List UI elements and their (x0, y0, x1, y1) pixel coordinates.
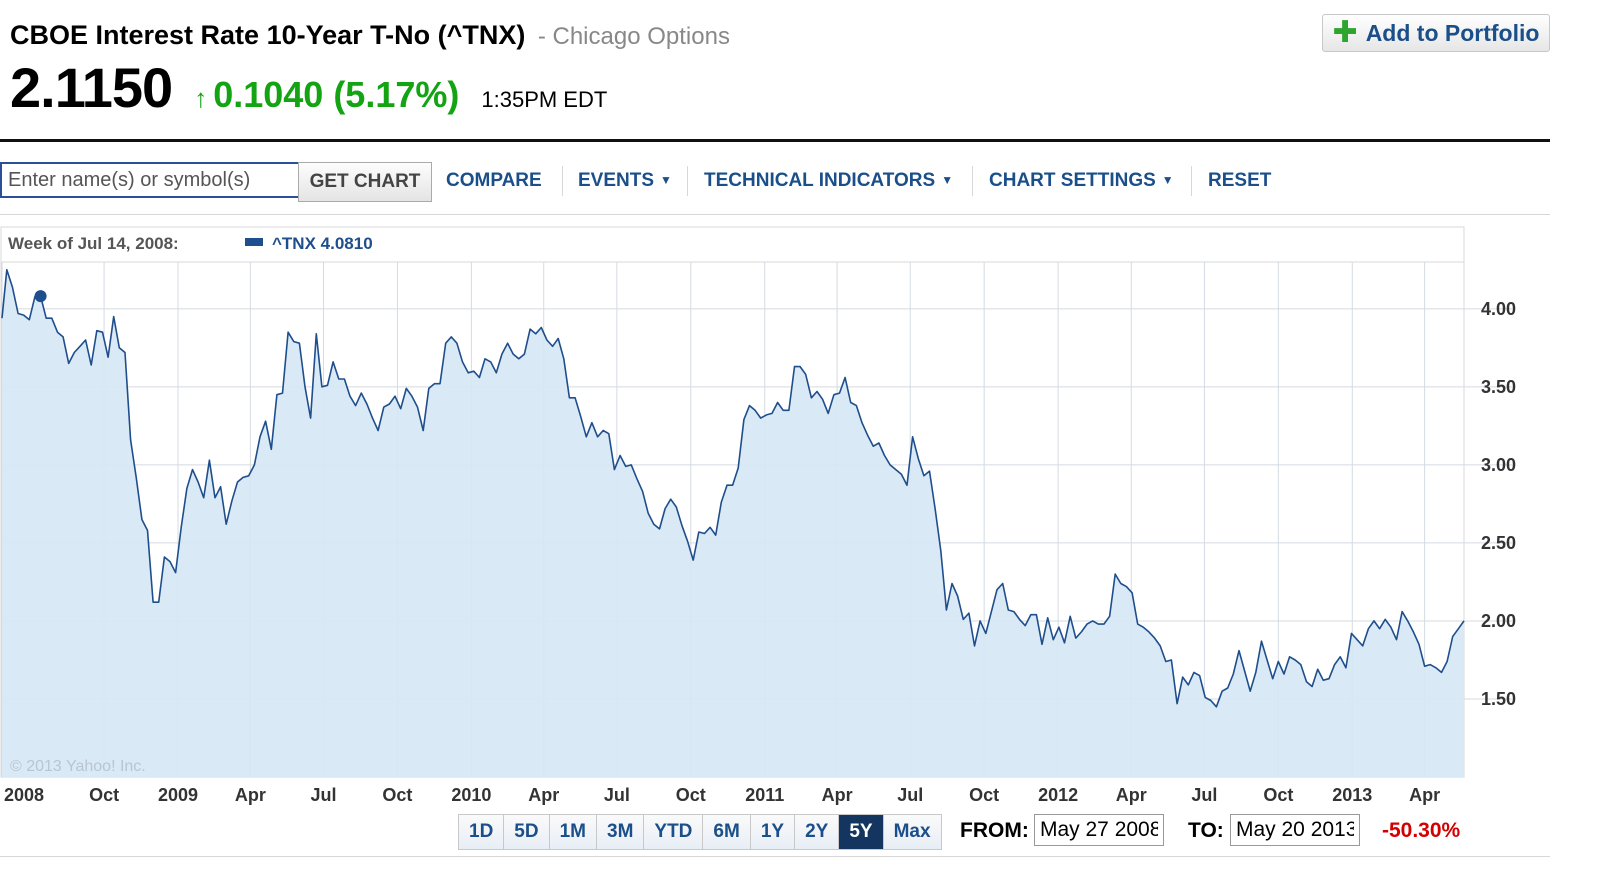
toolbar-divider (0, 214, 1550, 215)
chart-settings-label: CHART SETTINGS (989, 170, 1156, 191)
quote-row: 2.1150 ↑ 0.1040 (5.17%) 1:35PM EDT (10, 55, 607, 120)
range-button-ytd[interactable]: YTD (644, 815, 704, 849)
range-button-5d[interactable]: 5D (504, 815, 550, 849)
to-label: TO: (1188, 819, 1224, 842)
x-tick-label: 2008 (4, 785, 44, 805)
x-tick-label: 2009 (158, 785, 198, 805)
range-button-2y[interactable]: 2Y (795, 815, 840, 849)
legend-series-value: ^TNX 4.0810 (272, 234, 373, 253)
range-button-5y[interactable]: 5Y (839, 815, 884, 849)
chart-settings-menu[interactable]: CHART SETTINGS ▼ (989, 170, 1174, 192)
range-button-1y[interactable]: 1Y (750, 815, 796, 849)
toolbar-separator (562, 166, 563, 196)
price-change: 0.1040 (213, 74, 324, 115)
x-tick-label: Apr (235, 785, 266, 805)
x-tick-label: Jul (310, 785, 336, 805)
y-tick-label: 3.00 (1481, 455, 1516, 475)
time-range-selector: 1D 5D 1M 3M YTD 6M 1Y 2Y 5Y Max (458, 814, 942, 850)
x-tick-label: 2012 (1038, 785, 1078, 805)
x-tick-label: Jul (604, 785, 630, 805)
y-tick-label: 2.00 (1481, 611, 1516, 631)
last-price: 2.1150 (10, 56, 173, 119)
up-arrow-icon: ↑ (194, 83, 208, 113)
technical-indicators-label: TECHNICAL INDICATORS (704, 170, 936, 191)
range-button-1m[interactable]: 1M (549, 815, 597, 849)
caret-down-icon: ▼ (1161, 173, 1174, 187)
price-chart[interactable]: 4.00 3.50 3.00 2.50 2.00 1.50 2008 Oct 2009 Apr Ju… (0, 226, 1550, 810)
exchange-name: - Chicago Options (537, 23, 730, 50)
x-tick-label: Apr (528, 785, 559, 805)
x-tick-label: 2013 (1332, 785, 1372, 805)
legend-swatch (245, 238, 263, 246)
technical-indicators-menu[interactable]: TECHNICAL INDICATORS ▼ (704, 170, 953, 192)
copyright-text: © 2013 Yahoo! Inc. (10, 758, 146, 775)
add-to-portfolio-button[interactable]: ✚ Add to Portfolio (1322, 14, 1550, 52)
events-label: EVENTS (578, 170, 655, 191)
x-tick-label: 2010 (451, 785, 491, 805)
chart-toolbar: GET CHART COMPARE EVENTS ▼ TECHNICAL INDI… (0, 162, 1550, 202)
hover-marker (34, 290, 47, 303)
quote-time: 1:35PM EDT (481, 87, 608, 112)
toolbar-separator (1191, 166, 1192, 196)
x-tick-label: Apr (1116, 785, 1147, 805)
from-label: FROM: (960, 819, 1029, 842)
y-tick-label: 3.50 (1481, 377, 1516, 397)
toolbar-separator (687, 166, 688, 196)
legend-date: Week of Jul 14, 2008: (8, 234, 179, 253)
x-tick-label: Oct (969, 785, 999, 805)
price-change-percent: (5.17%) (333, 74, 460, 115)
header-divider (0, 139, 1550, 142)
get-chart-button[interactable]: GET CHART (298, 162, 432, 202)
range-button-max[interactable]: Max (883, 815, 941, 849)
x-tick-label: Oct (1263, 785, 1293, 805)
series-area (2, 269, 1464, 777)
from-date-input[interactable] (1034, 814, 1164, 846)
caret-down-icon: ▼ (660, 173, 672, 187)
compare-link[interactable]: COMPARE (446, 170, 542, 191)
footer-divider (0, 856, 1550, 857)
plus-icon: ✚ (1332, 16, 1358, 49)
range-button-6m[interactable]: 6M (703, 815, 751, 849)
toolbar-separator (972, 166, 973, 196)
range-button-3m[interactable]: 3M (597, 815, 645, 849)
add-to-portfolio-label: Add to Portfolio (1365, 19, 1540, 46)
x-tick-label: Oct (89, 785, 119, 805)
page-title: CBOE Interest Rate 10-Year T-No (^TNX) (10, 20, 526, 50)
title-row: CBOE Interest Rate 10-Year T-No (^TNX) -… (10, 20, 730, 51)
reset-link[interactable]: RESET (1208, 170, 1272, 191)
y-tick-label: 1.50 (1481, 689, 1516, 709)
series-line (1, 269, 1465, 708)
x-tick-label: Jul (1191, 785, 1217, 805)
events-menu[interactable]: EVENTS ▼ (578, 170, 672, 192)
x-tick-label: Jul (897, 785, 923, 805)
range-change-percent: -50.30% (1382, 819, 1461, 842)
x-tick-label: 2011 (745, 785, 784, 805)
x-tick-label: Apr (1409, 785, 1440, 805)
x-tick-label: Oct (382, 785, 412, 805)
range-button-1d[interactable]: 1D (459, 815, 505, 849)
to-date-input[interactable] (1230, 814, 1360, 846)
symbol-search-input[interactable] (0, 162, 300, 198)
x-tick-label: Oct (676, 785, 706, 805)
x-tick-label: Apr (822, 785, 853, 805)
caret-down-icon: ▼ (941, 173, 954, 187)
y-tick-label: 2.50 (1481, 533, 1516, 553)
y-tick-label: 4.00 (1481, 299, 1516, 319)
